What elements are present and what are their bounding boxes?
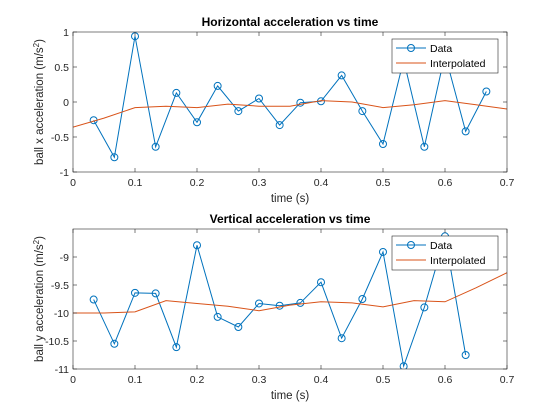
y-axis-label-text: ball y acceleration (m/s <box>34 244 46 362</box>
data-point <box>234 107 243 116</box>
legend-label: Data <box>430 43 452 55</box>
data-point <box>89 295 98 304</box>
data-layer <box>73 32 507 162</box>
series-line-interpolated <box>73 100 507 128</box>
x-tick-label: 0.6 <box>438 177 453 189</box>
x-tick-label: 0.5 <box>376 177 391 189</box>
y-axis-label: ball x acceleration (m/s2) <box>32 39 46 165</box>
data-point <box>379 247 387 256</box>
data-point <box>131 288 139 297</box>
legend: Data Interpolated <box>391 38 499 74</box>
x-tick-label: 0.1 <box>128 374 143 386</box>
series-line-data <box>93 236 467 369</box>
data-point <box>399 362 408 369</box>
x-tick-label: 0.3 <box>252 374 267 386</box>
x-tick-label: 0.2 <box>190 177 205 189</box>
legend-label: Interpolated <box>430 255 486 267</box>
data-point <box>151 289 160 298</box>
y-tick-label: -11 <box>55 364 70 376</box>
data-point <box>461 127 470 136</box>
data-point <box>275 301 284 310</box>
data-point <box>461 351 470 359</box>
subplot-1: 0 0.1 0.2 0.3 0.4 0.5 0.6 0.7 -1 -0.5 0 0.5 1 Horizon… <box>32 15 514 205</box>
data-point <box>482 87 491 96</box>
chart-title: Horizontal acceleration vs time <box>202 15 379 29</box>
y-tick-label: -10.5 <box>45 336 69 348</box>
x-tick-label: 0.1 <box>128 177 143 189</box>
data-point <box>193 118 201 127</box>
y-tick-label: -10 <box>54 308 69 320</box>
y-tick-label: 0 <box>63 97 69 109</box>
data-point <box>151 142 160 151</box>
y-axis-label: ball y acceleration (m/s2) <box>32 236 46 362</box>
x-tick-label: 0.5 <box>376 374 391 386</box>
y-tick-label: 0.5 <box>54 62 69 74</box>
y-tick-label: -9 <box>60 252 69 264</box>
series-line-interpolated <box>73 272 507 314</box>
data-point <box>172 88 181 97</box>
x-tick-label: 0.7 <box>500 177 515 189</box>
axes-box <box>72 228 508 370</box>
data-point <box>110 153 119 162</box>
data-point <box>337 71 346 80</box>
series-line-data <box>93 36 487 159</box>
data-point <box>296 298 305 307</box>
data-point <box>213 312 222 321</box>
data-point <box>193 241 201 250</box>
data-point <box>337 334 346 343</box>
data-point <box>358 107 367 116</box>
legend-marker <box>407 44 415 52</box>
x-tick-label: 0 <box>70 374 76 386</box>
x-tick-label: 0.7 <box>500 374 515 386</box>
data-point <box>317 278 325 287</box>
x-tick-label: 0.6 <box>438 374 453 386</box>
data-layer <box>73 232 507 369</box>
data-point <box>172 343 181 352</box>
data-point <box>255 94 263 103</box>
subplot-2: 0 0.1 0.2 0.3 0.4 0.5 0.6 0.7 -11 -10.5 -10 -9.5 -9 V… <box>32 212 514 402</box>
x-tick-label: 0.2 <box>190 374 205 386</box>
y-axis-label-end: ) <box>34 236 46 240</box>
data-point <box>379 140 387 148</box>
data-point <box>420 142 429 151</box>
legend-marker <box>407 241 415 249</box>
x-tick-label: 0.4 <box>314 374 329 386</box>
x-axis-label: time (s) <box>271 390 310 402</box>
data-point <box>110 339 119 348</box>
data-point <box>255 299 263 308</box>
chart-title: Vertical acceleration vs time <box>210 212 371 226</box>
y-tick-label: -9.5 <box>51 280 69 292</box>
x-tick-label: 0.3 <box>252 177 267 189</box>
y-tick-label: -0.5 <box>51 132 69 144</box>
x-tick-label: 0.4 <box>314 177 329 189</box>
y-axis-label-text: ball x acceleration (m/s <box>34 47 46 165</box>
legend-label: Data <box>430 240 452 252</box>
y-tick-label: 1 <box>63 27 69 39</box>
y-axis-label-sup: 2 <box>32 42 41 47</box>
data-point <box>296 98 305 107</box>
legend: Data Interpolated <box>391 235 499 271</box>
data-point <box>234 323 243 331</box>
x-axis-label: time (s) <box>271 193 310 205</box>
data-point <box>358 295 367 303</box>
data-point <box>213 81 222 90</box>
legend-label: Interpolated <box>430 58 486 70</box>
y-tick-label: -1 <box>60 167 69 179</box>
y-axis-label-sup: 2 <box>32 239 41 244</box>
data-point <box>420 303 429 312</box>
x-tick-label: 0 <box>70 177 76 189</box>
data-point <box>275 121 284 130</box>
y-axis-label-end: ) <box>34 39 46 43</box>
